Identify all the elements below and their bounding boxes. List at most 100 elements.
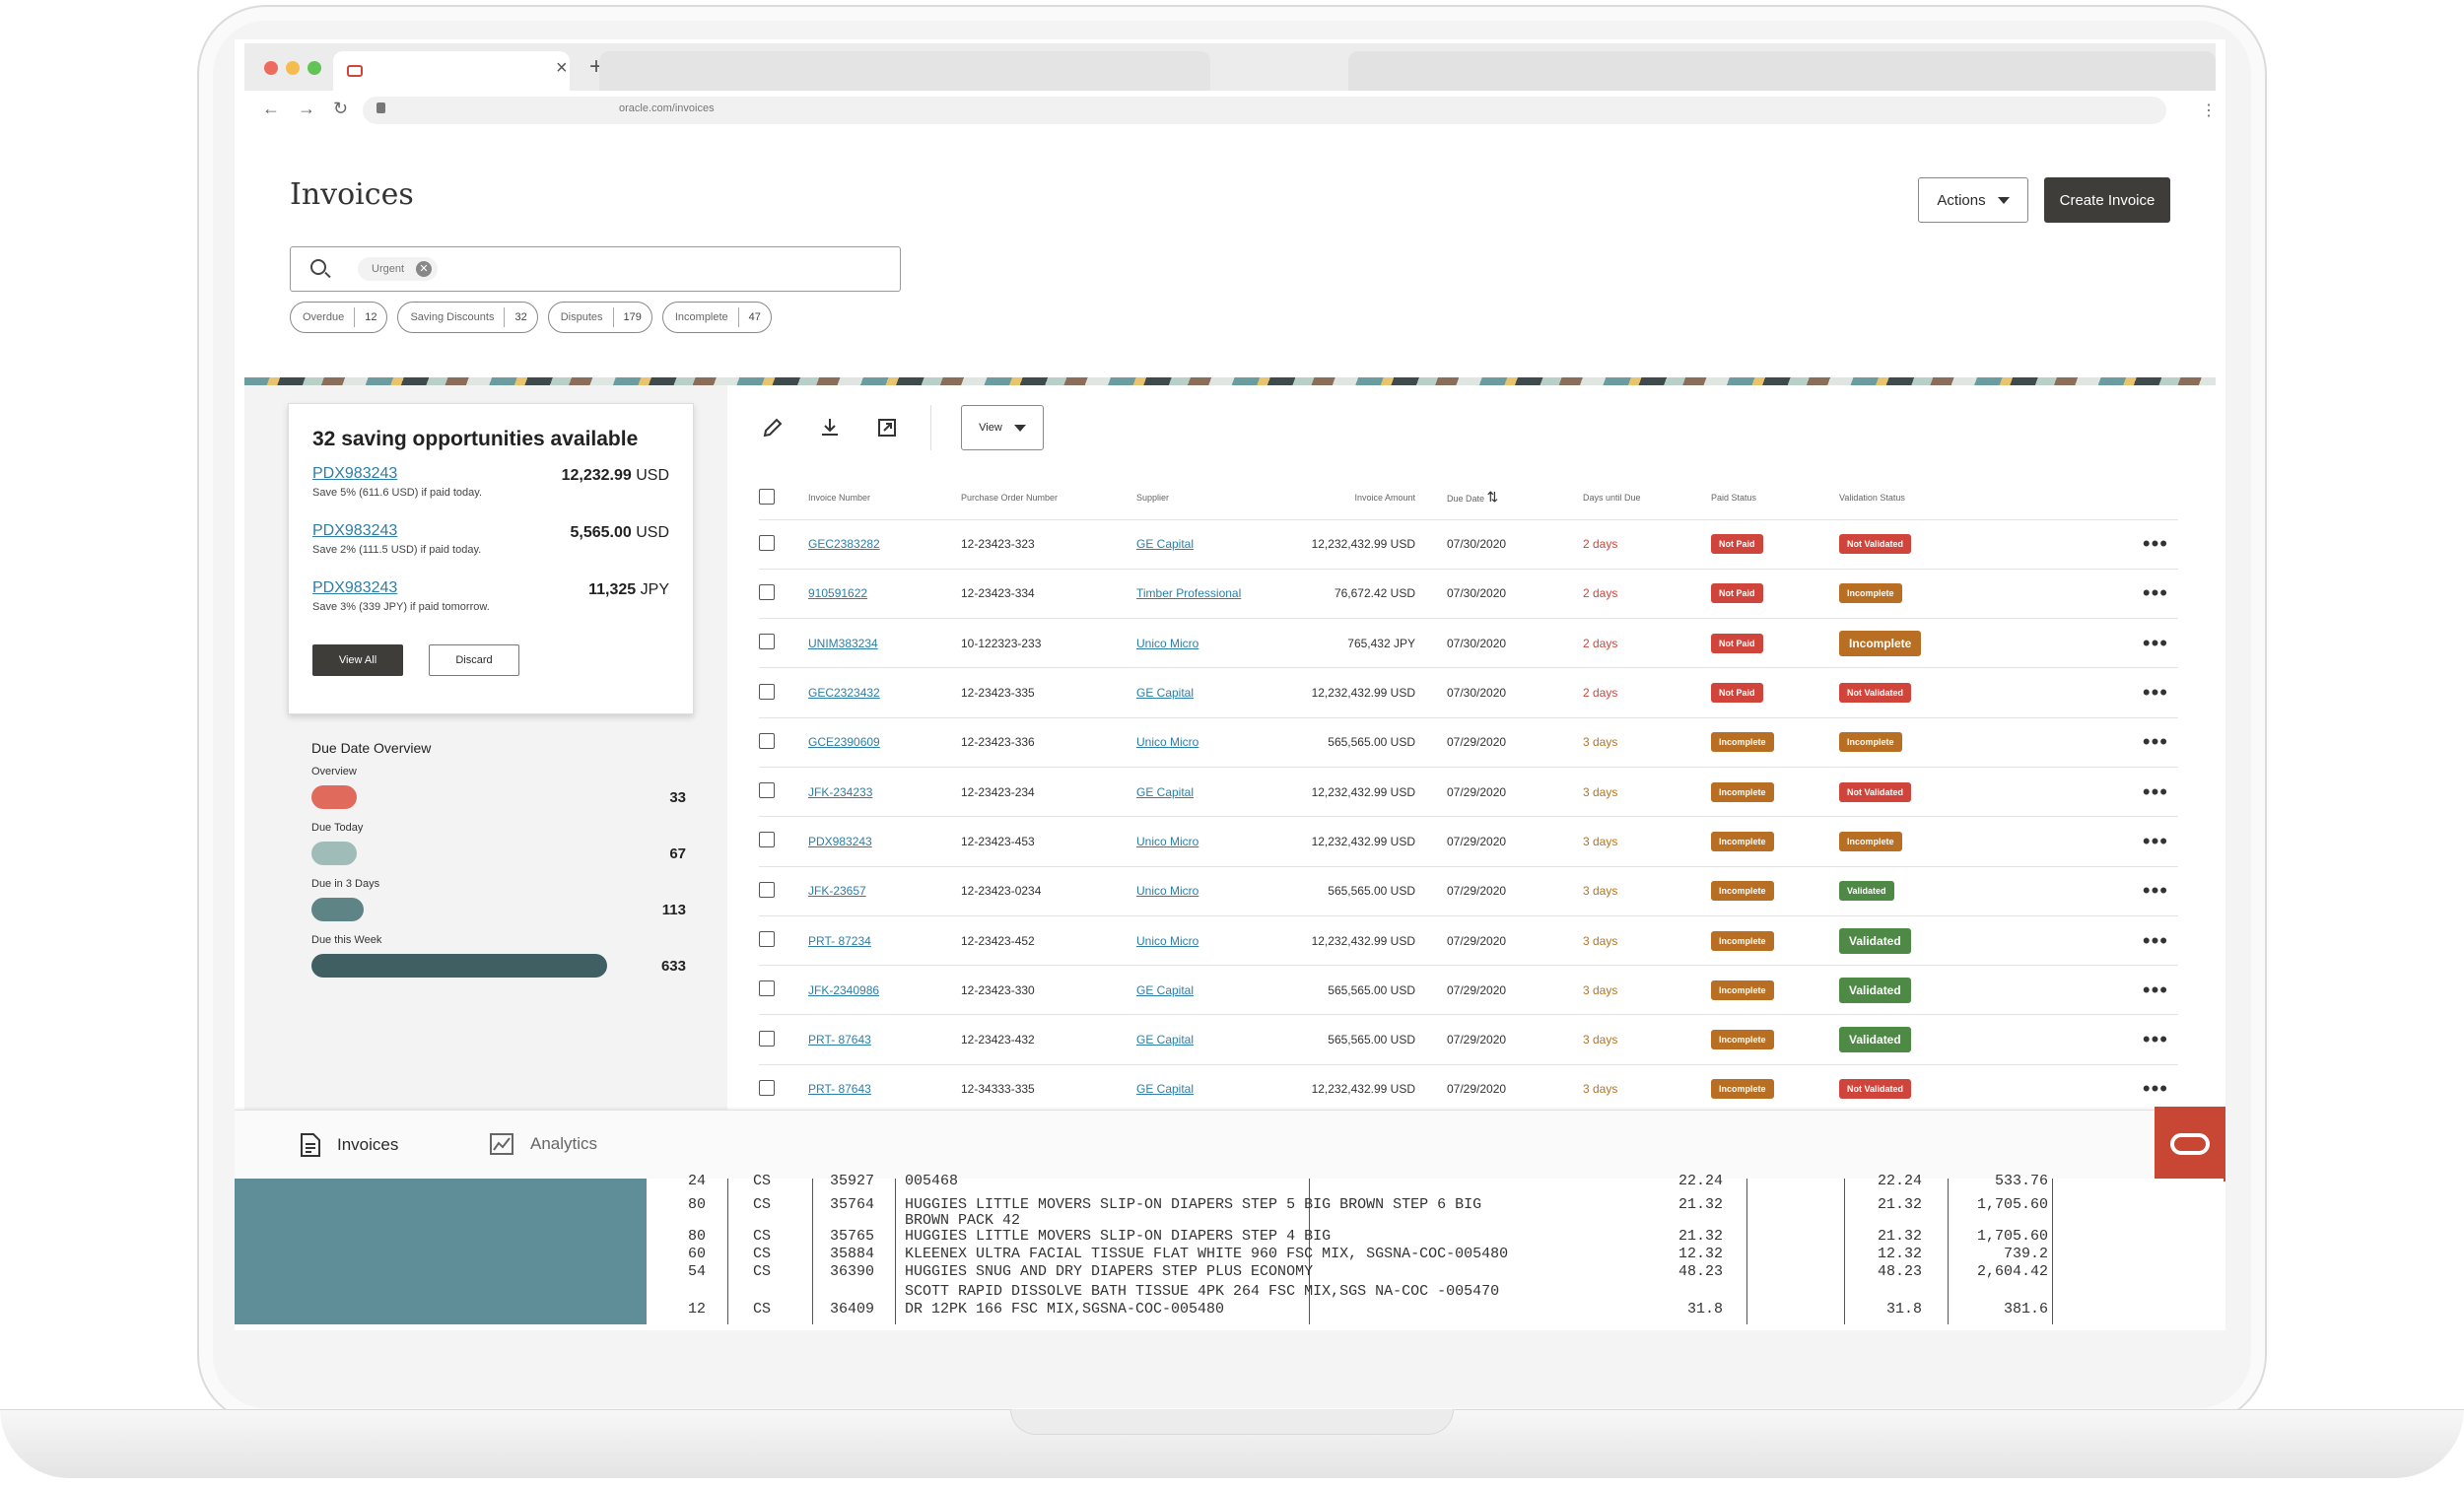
supplier-link[interactable]: GE Capital	[1136, 1082, 1195, 1097]
col-validation-status[interactable]: Validation Status	[1839, 476, 2056, 520]
view-dropdown[interactable]: View	[961, 405, 1044, 450]
row-more-icon[interactable]: •••	[2056, 1014, 2178, 1065]
table-row[interactable]: PRT- 87643 12-34333-335 GE Capital 12,232,4…	[759, 1064, 2178, 1115]
address-bar[interactable]: oracle.com/invoices	[363, 97, 2166, 124]
row-more-icon[interactable]: •••	[2056, 618, 2178, 669]
row-checkbox[interactable]	[759, 881, 775, 898]
col-supplier[interactable]: Supplier	[1136, 476, 1299, 520]
invoice-number-link[interactable]: GCE2390609	[808, 735, 880, 750]
select-all-checkbox[interactable]	[759, 488, 775, 505]
row-checkbox[interactable]	[759, 832, 775, 848]
invoice-number-link[interactable]: JFK-2340986	[808, 982, 880, 997]
row-more-icon[interactable]: •••	[2056, 519, 2178, 570]
minimize-window-button[interactable]	[286, 61, 300, 75]
supplier-link[interactable]: Unico Micro	[1136, 735, 1199, 750]
table-row[interactable]: UNIM383234 10-122323-233 Unico Micro 765,43…	[759, 618, 2178, 669]
browser-menu-icon[interactable]: ⋮	[2201, 102, 2217, 119]
supplier-link[interactable]: GE Capital	[1136, 686, 1195, 701]
table-row[interactable]: GEC2323432 12-23423-335 GE Capital 12,232,4…	[759, 667, 2178, 718]
invoice-number-link[interactable]: PRT- 87643	[808, 1033, 871, 1047]
oracle-assistant-button[interactable]	[2155, 1107, 2225, 1182]
invoice-number-link[interactable]: UNIM383234	[808, 636, 878, 650]
invoice-number-link[interactable]: GEC2323432	[808, 686, 880, 701]
col-due-date[interactable]: Due Date ⇅	[1447, 476, 1583, 520]
row-more-icon[interactable]: •••	[2056, 965, 2178, 1016]
forward-icon[interactable]: →	[298, 99, 315, 118]
invoice-number-link[interactable]: JFK-23657	[808, 884, 866, 899]
invoice-number-link[interactable]: PRT- 87234	[808, 933, 871, 948]
filter-chip-overdue[interactable]: Overdue 12	[290, 302, 388, 333]
supplier-link[interactable]: Unico Micro	[1136, 834, 1199, 848]
row-checkbox[interactable]	[759, 534, 775, 551]
row-more-icon[interactable]: •••	[2056, 717, 2178, 768]
edit-icon[interactable]	[759, 414, 787, 441]
filter-chip-saving-discounts[interactable]: Saving Discounts 32	[397, 302, 538, 333]
view-all-button[interactable]: View All	[312, 644, 403, 676]
opportunity-invoice-link[interactable]: PDX983243	[312, 522, 398, 539]
urgent-filter-chip[interactable]: Urgent ✕	[358, 257, 439, 281]
reload-icon[interactable]: ↻	[333, 99, 349, 118]
supplier-link[interactable]: GE Capital	[1136, 537, 1195, 552]
invoice-number-link[interactable]: GEC2383282	[808, 537, 880, 552]
discard-button[interactable]: Discard	[429, 644, 519, 676]
col-days-until-due[interactable]: Days until Due	[1583, 476, 1711, 520]
supplier-link[interactable]: Timber Professional	[1136, 586, 1242, 601]
table-row[interactable]: GCE2390609 12-23423-336 Unico Micro 565,565…	[759, 717, 2178, 768]
row-checkbox[interactable]	[759, 782, 775, 799]
table-row[interactable]: PRT- 87234 12-23423-452 Unico Micro 12,232,…	[759, 915, 2178, 967]
col-invoice-amount[interactable]: Invoice Amount	[1299, 476, 1447, 520]
supplier-link[interactable]: GE Capital	[1136, 1033, 1195, 1047]
search-input[interactable]: Urgent ✕	[290, 246, 901, 292]
row-more-icon[interactable]: •••	[2056, 816, 2178, 867]
invoice-number-link[interactable]: 910591622	[808, 586, 868, 601]
filter-chip-incomplete[interactable]: Incomplete 47	[661, 302, 772, 333]
row-more-icon[interactable]: •••	[2056, 915, 2178, 967]
row-checkbox[interactable]	[759, 583, 775, 600]
supplier-link[interactable]: Unico Micro	[1136, 933, 1199, 948]
supplier-link[interactable]: GE Capital	[1136, 784, 1195, 799]
create-invoice-button[interactable]: Create Invoice	[2044, 177, 2170, 223]
table-row[interactable]: 910591622 12-23423-334 Timber Professional…	[759, 569, 2178, 620]
supplier-link[interactable]: Unico Micro	[1136, 636, 1199, 650]
table-row[interactable]: JFK-234233 12-23423-234 GE Capital 12,232,4…	[759, 767, 2178, 818]
row-checkbox[interactable]	[759, 683, 775, 700]
table-row[interactable]: PRT- 87643 12-23423-432 GE Capital 565,565.…	[759, 1014, 2178, 1065]
row-more-icon[interactable]: •••	[2056, 866, 2178, 916]
row-more-icon[interactable]: •••	[2056, 1064, 2178, 1115]
download-icon[interactable]	[816, 414, 844, 441]
tab-close-icon[interactable]: ×	[556, 57, 568, 79]
row-checkbox[interactable]	[759, 1079, 775, 1096]
nav-invoices[interactable]: Invoices	[300, 1132, 398, 1158]
row-checkbox[interactable]	[759, 1030, 775, 1047]
back-icon[interactable]: ←	[262, 99, 280, 118]
row-checkbox[interactable]	[759, 634, 775, 650]
col-paid-status[interactable]: Paid Status	[1711, 476, 1839, 520]
nav-analytics[interactable]: Analytics	[489, 1132, 597, 1156]
opportunity-invoice-link[interactable]: PDX983243	[312, 579, 398, 596]
table-row[interactable]: GEC2383282 12-23423-323 GE Capital 12,232,4…	[759, 519, 2178, 570]
actions-button[interactable]: Actions	[1918, 177, 2028, 223]
invoice-number-link[interactable]: PRT- 87643	[808, 1082, 871, 1097]
row-checkbox[interactable]	[759, 980, 775, 997]
supplier-link[interactable]: Unico Micro	[1136, 884, 1199, 899]
invoice-number-link[interactable]: PDX983243	[808, 834, 872, 848]
maximize-window-button[interactable]	[308, 61, 321, 75]
col-po-number[interactable]: Purchase Order Number	[961, 476, 1136, 520]
table-row[interactable]: PDX983243 12-23423-453 Unico Micro 12,232,4…	[759, 816, 2178, 867]
row-checkbox[interactable]	[759, 931, 775, 948]
browser-tab[interactable]: ×	[333, 51, 570, 91]
row-checkbox[interactable]	[759, 732, 775, 749]
table-row[interactable]: JFK-23657 12-23423-0234 Unico Micro 565,565…	[759, 866, 2178, 916]
sort-icon[interactable]: ⇅	[1486, 489, 1499, 506]
row-more-icon[interactable]: •••	[2056, 667, 2178, 718]
supplier-link[interactable]: GE Capital	[1136, 982, 1195, 997]
export-icon[interactable]	[873, 414, 901, 441]
invoice-number-link[interactable]: JFK-234233	[808, 784, 873, 799]
col-invoice-number[interactable]: Invoice Number	[808, 476, 961, 520]
table-row[interactable]: JFK-2340986 12-23423-330 GE Capital 565,565…	[759, 965, 2178, 1016]
clear-chip-icon[interactable]: ✕	[416, 261, 433, 277]
opportunity-invoice-link[interactable]: PDX983243	[312, 465, 398, 482]
close-window-button[interactable]	[264, 61, 278, 75]
row-more-icon[interactable]: •••	[2056, 767, 2178, 818]
row-more-icon[interactable]: •••	[2056, 569, 2178, 620]
